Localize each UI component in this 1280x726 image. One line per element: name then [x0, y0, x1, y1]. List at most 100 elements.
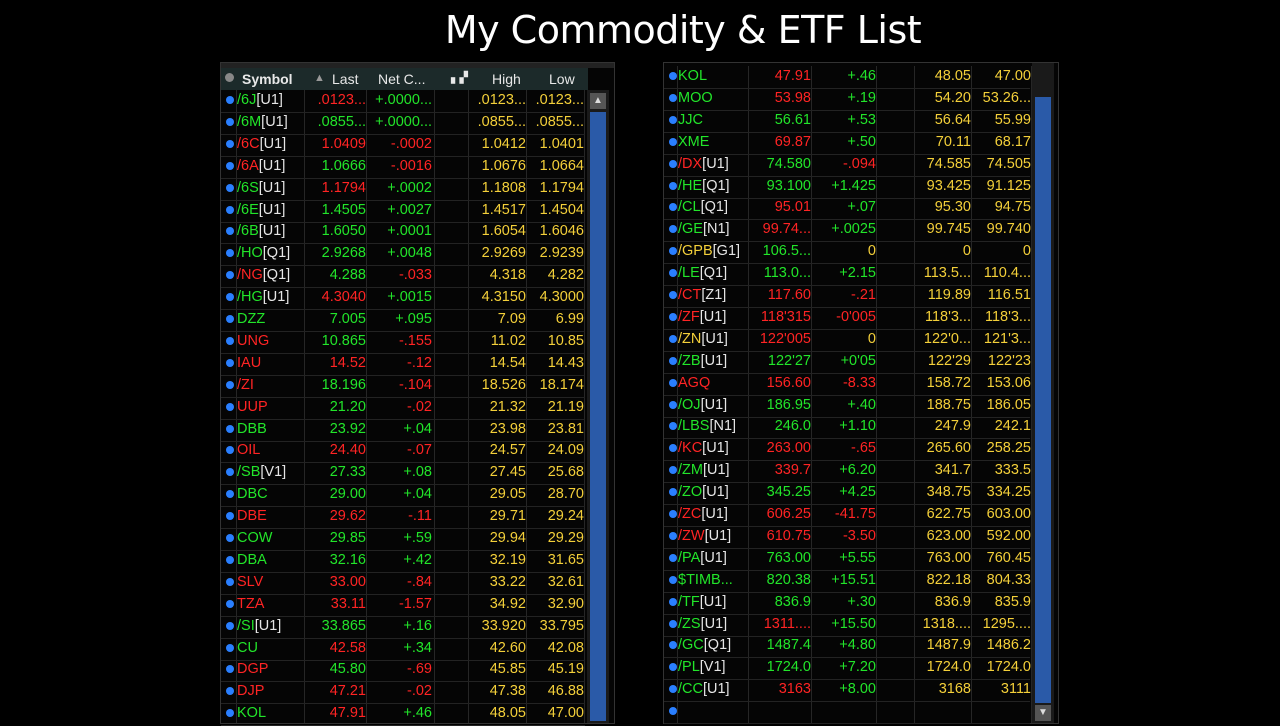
symbol-cell[interactable]: /NG[Q1] — [237, 267, 290, 283]
header-net-change[interactable]: Net C... — [378, 71, 426, 87]
table-row[interactable]: /GC[Q1] 1487.4 +4.80 1487.9 1486.2 — [664, 635, 1031, 659]
symbol-cell[interactable]: JJC — [678, 112, 703, 128]
table-row[interactable]: /OJ[U1] 186.95 +.40 188.75 186.05 — [664, 395, 1031, 418]
table-row[interactable]: /6E[U1] 1.4505 +.0027 1.4517 1.4504 — [221, 200, 585, 223]
symbol-cell[interactable]: /6J[U1] — [237, 92, 283, 108]
scrollbar-thumb[interactable] — [1035, 97, 1051, 703]
table-row[interactable]: $TIMB... 820.38 +15.51 822.18 804.33 — [664, 570, 1031, 593]
symbol-cell[interactable]: DBB — [237, 421, 267, 437]
table-row[interactable]: /ZN[U1] 122'005 0 122'0... 121'3... — [664, 329, 1031, 352]
header-last[interactable]: Last — [332, 71, 359, 87]
table-row[interactable]: /ZW[U1] 610.75 -3.50 623.00 592.00 — [664, 526, 1031, 549]
symbol-cell[interactable]: COW — [237, 530, 272, 546]
table-row[interactable]: CU 42.58 +.34 42.60 42.08 — [221, 638, 585, 661]
symbol-cell[interactable]: /6C[U1] — [237, 136, 286, 152]
table-row[interactable]: DBE 29.62 -.11 29.71 29.24 — [221, 506, 585, 530]
table-row[interactable]: MOO 53.98 +.19 54.20 53.26... — [664, 88, 1031, 111]
table-row[interactable]: DBC 29.00 +.04 29.05 28.70 — [221, 484, 585, 508]
symbol-cell[interactable]: /LBS[N1] — [678, 418, 736, 434]
table-row[interactable]: DZZ 7.005 +.095 7.09 6.99 — [221, 309, 585, 332]
table-row[interactable]: DBA 32.16 +.42 32.19 31.65 — [221, 550, 585, 573]
symbol-cell[interactable]: DBC — [237, 486, 268, 502]
symbol-cell[interactable]: KOL — [678, 68, 707, 84]
symbol-cell[interactable]: /PA[U1] — [678, 550, 727, 566]
symbol-cell[interactable]: XME — [678, 134, 709, 150]
table-row[interactable]: /ZB[U1] 122'27 +0'05 122'29 122'23 — [664, 351, 1031, 374]
symbol-cell[interactable]: DBA — [237, 552, 267, 568]
symbol-cell[interactable]: /SI[U1] — [237, 618, 281, 634]
symbol-cell[interactable]: /6B[U1] — [237, 223, 285, 239]
symbol-cell[interactable]: OIL — [237, 442, 260, 458]
table-row[interactable]: /6A[U1] 1.0666 -.0016 1.0676 1.0664 — [221, 156, 585, 179]
symbol-cell[interactable]: SLV — [237, 574, 263, 590]
table-row[interactable]: XME 69.87 +.50 70.11 68.17 — [664, 132, 1031, 155]
table-row[interactable]: OIL 24.40 -.07 24.57 24.09 — [221, 440, 585, 464]
header-symbol[interactable]: Symbol — [242, 71, 293, 87]
symbol-cell[interactable]: /ZW[U1] — [678, 528, 731, 544]
table-row[interactable]: /KC[U1] 263.00 -.65 265.60 258.25 — [664, 438, 1031, 462]
symbol-cell[interactable]: /ZN[U1] — [678, 331, 728, 347]
symbol-cell[interactable]: /OJ[U1] — [678, 397, 727, 413]
scroll-down-arrow-icon[interactable]: ▼ — [1035, 705, 1051, 721]
table-row[interactable]: JJC 56.61 +.53 56.64 55.99 — [664, 110, 1031, 133]
table-row[interactable]: /6S[U1] 1.1794 +.0002 1.1808 1.1794 — [221, 178, 585, 201]
table-row[interactable]: /ZO[U1] 345.25 +4.25 348.75 334.25 — [664, 482, 1031, 506]
symbol-cell[interactable]: /GE[N1] — [678, 221, 730, 237]
table-row[interactable] — [664, 701, 1030, 725]
symbol-cell[interactable]: /6M[U1] — [237, 114, 288, 130]
symbol-cell[interactable]: $TIMB... — [678, 572, 733, 588]
table-row[interactable]: /GPB[G1] 106.5... 0 0 0 — [664, 241, 1031, 265]
symbol-cell[interactable]: /ZS[U1] — [678, 616, 727, 632]
table-row[interactable]: DBB 23.92 +.04 23.98 23.81 — [221, 419, 585, 442]
table-row[interactable]: DGP 45.80 -.69 45.85 45.19 — [221, 659, 585, 683]
table-row[interactable]: UUP 21.20 -.02 21.32 21.19 — [221, 397, 585, 420]
symbol-cell[interactable]: /DX[U1] — [678, 156, 729, 172]
table-row[interactable]: /LBS[N1] 246.0 +1.10 247.9 242.1 — [664, 416, 1031, 440]
table-row[interactable]: /ZS[U1] 1311.... +15.50 1318.... 1295.... — [664, 614, 1031, 637]
symbol-cell[interactable]: KOL — [237, 705, 266, 721]
table-row[interactable]: IAU 14.52 -.12 14.54 14.43 — [221, 353, 585, 376]
symbol-cell[interactable]: /6S[U1] — [237, 180, 285, 196]
table-row[interactable]: /SI[U1] 33.865 +.16 33.920 33.795 — [221, 616, 585, 639]
table-row[interactable]: /ZF[U1] 118'315 -0'005 118'3... 118'3... — [664, 307, 1031, 330]
symbol-cell[interactable]: CU — [237, 640, 258, 656]
symbol-cell[interactable]: MOO — [678, 90, 713, 106]
symbol-cell[interactable]: /KC[U1] — [678, 440, 729, 456]
table-row[interactable]: /CL[Q1] 95.01 +.07 95.30 94.75 — [664, 197, 1031, 221]
symbol-cell[interactable]: AGQ — [678, 375, 710, 391]
table-row[interactable]: /NG[Q1] 4.288 -.033 4.318 4.282 — [221, 265, 585, 289]
symbol-cell[interactable]: /ZO[U1] — [678, 484, 729, 500]
bar-chart-icon[interactable]: ▖▞ — [451, 72, 468, 84]
header-high[interactable]: High — [492, 71, 521, 87]
table-row[interactable]: /DX[U1] 74.580 -.094 74.585 74.505 — [664, 154, 1031, 177]
symbol-cell[interactable]: /ZC[U1] — [678, 506, 728, 522]
symbol-cell[interactable]: /PL[V1] — [678, 659, 726, 675]
table-row[interactable]: /ZI 18.196 -.104 18.526 18.174 — [221, 375, 585, 398]
table-row[interactable]: /PL[V1] 1724.0 +7.20 1724.0 1724.0 — [664, 657, 1031, 681]
symbol-cell[interactable]: /6A[U1] — [237, 158, 285, 174]
table-row[interactable]: /CC[U1] 3163 +8.00 3168 3111 — [664, 679, 1031, 703]
table-row[interactable]: /6B[U1] 1.6050 +.0001 1.6054 1.6046 — [221, 221, 585, 245]
scrollbar[interactable]: ▲ — [587, 90, 609, 723]
symbol-cell[interactable]: /ZI — [237, 377, 254, 393]
symbol-cell[interactable]: /GC[Q1] — [678, 637, 731, 653]
symbol-cell[interactable]: /6E[U1] — [237, 202, 285, 218]
symbol-cell[interactable]: /CC[U1] — [678, 681, 730, 697]
table-row[interactable]: /6M[U1] .0855... +.0000... .0855... .0855... — [221, 112, 585, 135]
symbol-cell[interactable]: DJP — [237, 683, 264, 699]
table-row[interactable]: KOL 47.91 +.46 48.05 47.00 — [664, 66, 1031, 89]
symbol-cell[interactable]: /CL[Q1] — [678, 199, 728, 215]
symbol-cell[interactable]: /HG[U1] — [237, 289, 289, 305]
table-row[interactable]: /ZM[U1] 339.7 +6.20 341.7 333.5 — [664, 460, 1031, 484]
symbol-cell[interactable]: /CT[Z1] — [678, 287, 726, 303]
symbol-cell[interactable]: TZA — [237, 596, 264, 612]
symbol-cell[interactable]: /TF[U1] — [678, 594, 726, 610]
table-row[interactable]: /CT[Z1] 117.60 -.21 119.89 116.51 — [664, 285, 1031, 308]
symbol-cell[interactable]: DGP — [237, 661, 268, 677]
table-row[interactable]: UNG 10.865 -.155 11.02 10.85 — [221, 331, 585, 354]
table-row[interactable]: AGQ 156.60 -8.33 158.72 153.06 — [664, 373, 1031, 396]
table-row[interactable]: SLV 33.00 -.84 33.22 32.61 — [221, 572, 585, 595]
symbol-cell[interactable]: /ZF[U1] — [678, 309, 726, 325]
table-row[interactable]: /6J[U1] .0123... +.0000... .0123... .0123... — [221, 90, 585, 113]
header-low[interactable]: Low — [549, 71, 575, 87]
